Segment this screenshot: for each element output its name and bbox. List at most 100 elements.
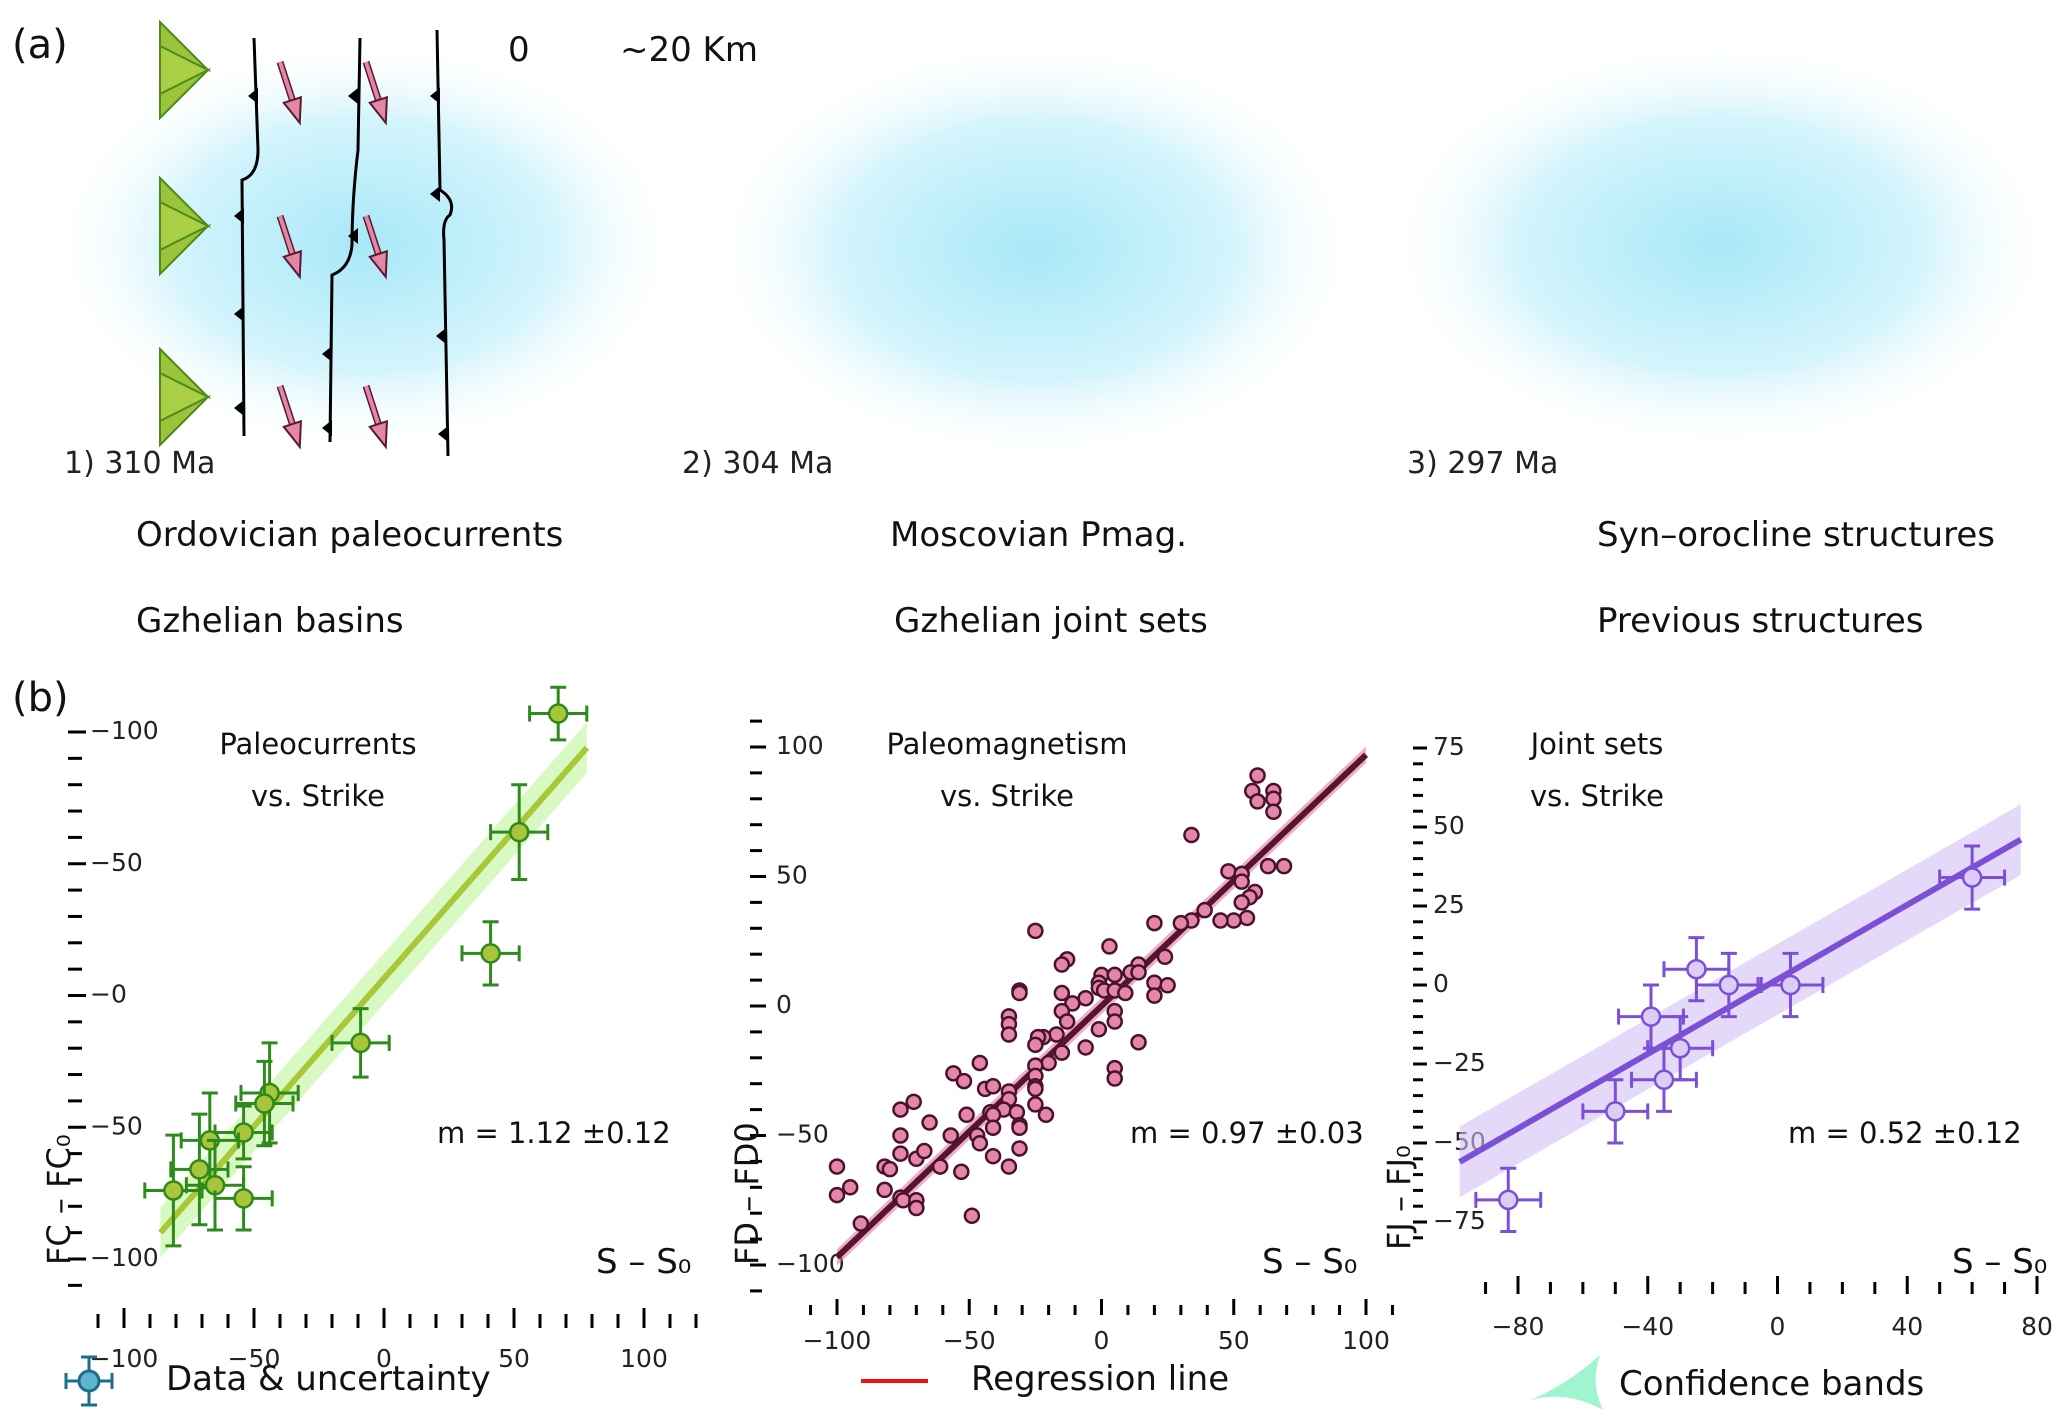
data-point bbox=[1159, 977, 1176, 994]
data-point bbox=[828, 1158, 846, 1175]
data-point bbox=[1259, 857, 1277, 875]
data-point bbox=[1027, 1080, 1044, 1098]
data-point bbox=[1238, 909, 1256, 927]
x-tick-label: 40 bbox=[1891, 1312, 1923, 1341]
data-point bbox=[852, 1215, 870, 1232]
data-point bbox=[1640, 1006, 1662, 1027]
data-point bbox=[1048, 1026, 1065, 1043]
y-tick-label: 100 bbox=[776, 731, 824, 760]
x-tick-label: −100 bbox=[803, 1326, 872, 1355]
plot-1-slope: m = 1.12 ±0.12 bbox=[437, 1116, 671, 1150]
plot-3-ylabel: FJ – FJ₀ bbox=[1380, 1145, 1418, 1250]
y-tick-label: 0 bbox=[776, 990, 792, 1019]
x-tick-label: 50 bbox=[498, 1344, 530, 1373]
plot-3-slope: m = 0.52 ±0.12 bbox=[1788, 1116, 2022, 1150]
data-point bbox=[189, 1159, 210, 1180]
map-1 bbox=[159, 21, 454, 457]
data-point bbox=[1233, 894, 1250, 911]
x-tick-label: 0 bbox=[1094, 1326, 1110, 1355]
data-point bbox=[1101, 938, 1118, 955]
data-point bbox=[1106, 1070, 1123, 1087]
legend-basins: Gzhelian basins bbox=[136, 601, 404, 641]
x-tick-label: 0 bbox=[1770, 1312, 1786, 1341]
plot-2-slope: m = 0.97 ±0.03 bbox=[1130, 1116, 1364, 1150]
plot-2-title: Paleomagnetism vs. Strike bbox=[886, 727, 1128, 813]
data-point bbox=[958, 1106, 975, 1124]
data-point bbox=[1064, 995, 1081, 1012]
stage-1-age: 1) 310 Ma bbox=[64, 446, 216, 481]
regression-line bbox=[834, 752, 1369, 1260]
data-point bbox=[547, 703, 569, 724]
y-tick-label: 50 bbox=[776, 861, 808, 890]
data-point bbox=[1027, 1036, 1044, 1054]
data-point bbox=[1146, 914, 1163, 932]
data-point bbox=[984, 1078, 1002, 1095]
data-point bbox=[1037, 1106, 1055, 1124]
y-tick-label: −0 bbox=[90, 980, 127, 1009]
y-tick-label: 0 bbox=[1433, 969, 1449, 998]
data-point bbox=[1000, 1158, 1018, 1175]
y-tick-label: −25 bbox=[1433, 1048, 1486, 1077]
panel-b-label: (b) bbox=[12, 675, 69, 721]
data-point bbox=[876, 1181, 893, 1199]
scale-bar-distance: ~20 Km bbox=[620, 30, 758, 70]
data-point bbox=[828, 1186, 846, 1204]
data-point bbox=[1146, 987, 1163, 1004]
x-tick-label: −50 bbox=[228, 1344, 281, 1373]
legend-paleocurrents: Ordovician paleocurrents bbox=[136, 515, 564, 555]
plot-2-xlabel: S – S₀ bbox=[1262, 1242, 1358, 1282]
data-point bbox=[908, 1199, 925, 1217]
data-point bbox=[1008, 1103, 1026, 1121]
data-point bbox=[1106, 1013, 1123, 1030]
data-point bbox=[1265, 803, 1282, 820]
data-point bbox=[1053, 984, 1071, 1002]
data-point bbox=[1027, 1096, 1044, 1113]
stage-2-age: 2) 304 Ma bbox=[682, 446, 834, 481]
x-tick-label: −40 bbox=[1621, 1312, 1674, 1341]
data-point bbox=[1212, 912, 1229, 929]
data-point bbox=[931, 1158, 949, 1175]
data-point bbox=[1117, 984, 1134, 1002]
data-point bbox=[1053, 956, 1071, 973]
data-point bbox=[1077, 1039, 1094, 1056]
data-point bbox=[1780, 974, 1801, 996]
map-1-background bbox=[45, 35, 685, 455]
scale-bar-zero: 0 bbox=[508, 30, 530, 70]
data-point bbox=[1053, 1044, 1071, 1061]
data-point bbox=[1027, 922, 1044, 940]
map-3-background bbox=[1380, 35, 2060, 455]
data-point bbox=[892, 1101, 909, 1118]
data-point bbox=[916, 1142, 933, 1160]
y-tick-label: −50 bbox=[90, 1111, 143, 1140]
regression-line bbox=[1458, 837, 2023, 1165]
map-2-background bbox=[705, 35, 1365, 465]
data-point bbox=[1686, 958, 1707, 980]
data-point bbox=[1040, 1054, 1057, 1072]
data-point bbox=[942, 1127, 959, 1144]
plot-3-title: Joint sets vs. Strike bbox=[1529, 727, 1665, 813]
data-point bbox=[1172, 914, 1190, 932]
y-tick-label: 50 bbox=[1433, 811, 1465, 840]
data-point bbox=[971, 1054, 989, 1072]
data-point bbox=[1011, 984, 1028, 1002]
data-point bbox=[1498, 1189, 1519, 1211]
data-point bbox=[1130, 964, 1147, 981]
data-point bbox=[971, 1135, 989, 1152]
data-point bbox=[1183, 826, 1200, 844]
data-point bbox=[945, 1065, 962, 1082]
plot-2-ylabel: FD – FD0 bbox=[728, 1122, 766, 1265]
data-point bbox=[1130, 1034, 1147, 1051]
data-point bbox=[892, 1127, 909, 1144]
data-point bbox=[963, 1207, 981, 1225]
data-point bbox=[921, 1114, 938, 1131]
data-point bbox=[1233, 873, 1250, 890]
y-tick-label: −100 bbox=[776, 1249, 845, 1278]
data-point bbox=[1156, 948, 1174, 966]
panel-a-label: (a) bbox=[12, 22, 68, 68]
data-point bbox=[480, 943, 501, 964]
data-point bbox=[1225, 912, 1242, 929]
data-point bbox=[508, 821, 530, 843]
x-tick-label: 100 bbox=[620, 1344, 668, 1373]
data-point bbox=[1000, 1026, 1018, 1043]
